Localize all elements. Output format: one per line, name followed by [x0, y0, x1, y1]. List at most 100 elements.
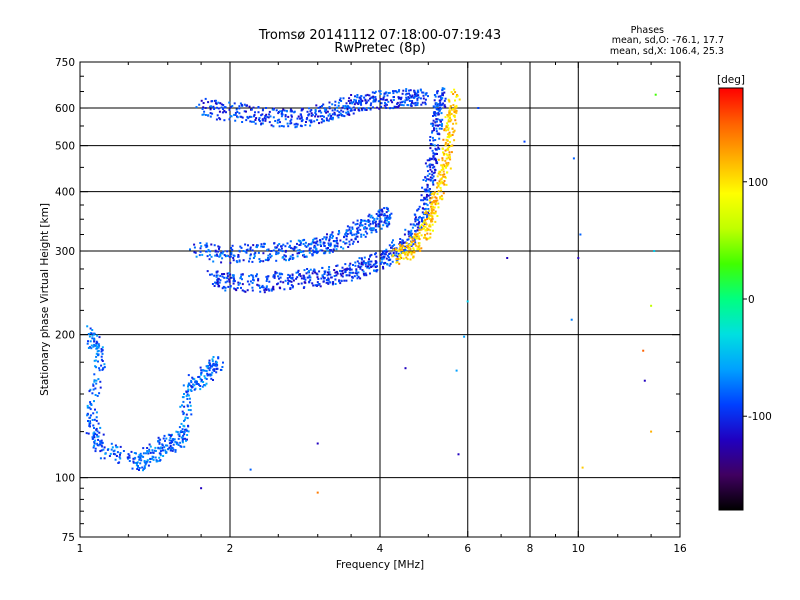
- trace-point: [135, 464, 138, 467]
- trace-point: [348, 271, 351, 274]
- trace-point: [414, 224, 417, 227]
- trace-point: [110, 448, 113, 451]
- trace-point: [293, 245, 296, 248]
- trace-point: [259, 260, 262, 262]
- trace-point: [147, 464, 150, 467]
- trace-point: [392, 92, 395, 95]
- trace-point: [451, 134, 454, 136]
- trace-point: [357, 103, 360, 105]
- trace-point: [89, 408, 92, 411]
- trace-point: [267, 116, 270, 119]
- trace-point: [360, 223, 363, 226]
- trace-point: [212, 362, 215, 365]
- trace-point: [260, 114, 263, 117]
- trace-point: [233, 280, 236, 283]
- trace-point: [261, 245, 264, 248]
- trace-point: [417, 91, 420, 94]
- trace-point: [202, 113, 205, 116]
- trace-point: [230, 251, 233, 254]
- echo-point: [316, 491, 319, 494]
- trace-point: [339, 272, 342, 275]
- trace-point: [316, 251, 319, 254]
- trace-point: [438, 180, 441, 183]
- echo-point: [316, 442, 319, 445]
- trace-point: [436, 193, 439, 195]
- trace-point: [391, 244, 394, 247]
- trace-point: [374, 253, 376, 256]
- trace-point: [424, 98, 427, 101]
- trace-point: [418, 238, 421, 241]
- trace-point: [429, 176, 432, 179]
- trace-point: [248, 283, 251, 286]
- trace-point: [186, 398, 189, 400]
- trace-point: [336, 245, 339, 248]
- trace-point: [431, 125, 434, 127]
- trace-point: [215, 275, 218, 278]
- trace-point: [380, 261, 383, 264]
- trace-point: [441, 93, 444, 96]
- trace-point: [190, 381, 193, 384]
- trace-point: [327, 114, 330, 117]
- trace-point: [427, 237, 430, 240]
- trace-point: [388, 259, 391, 261]
- trace-point: [202, 381, 205, 383]
- trace-point: [182, 434, 185, 437]
- trace-point: [99, 386, 102, 389]
- trace-point: [264, 118, 267, 121]
- trace-point: [424, 233, 426, 236]
- trace-point: [445, 162, 448, 165]
- trace-point: [303, 286, 306, 289]
- trace-point: [289, 287, 292, 290]
- trace-point: [424, 162, 427, 165]
- trace-point: [329, 234, 332, 237]
- trace-point: [420, 247, 423, 250]
- trace-point: [367, 224, 370, 227]
- trace-point: [420, 223, 423, 226]
- trace-point: [190, 385, 193, 388]
- trace-point: [161, 449, 164, 452]
- trace-point: [433, 111, 436, 114]
- trace-point: [345, 274, 348, 277]
- echo-point: [463, 335, 466, 338]
- trace-point: [443, 99, 446, 102]
- trace-point: [203, 375, 206, 378]
- trace-point: [420, 217, 423, 219]
- trace-point: [369, 255, 371, 258]
- trace-point: [440, 127, 443, 130]
- trace-point: [424, 207, 427, 210]
- trace-point: [416, 89, 419, 92]
- trace-point: [375, 230, 378, 233]
- trace-point: [370, 260, 373, 263]
- trace-point: [344, 233, 347, 236]
- trace-point: [211, 360, 214, 363]
- trace-point: [290, 109, 293, 112]
- trace-point: [445, 165, 448, 168]
- trace-point: [422, 221, 425, 224]
- trace-point: [101, 441, 104, 444]
- trace-point: [232, 257, 235, 259]
- trace-point: [379, 90, 382, 93]
- trace-point: [342, 240, 345, 243]
- trace-point: [350, 268, 353, 271]
- trace-point: [200, 373, 203, 376]
- trace-point: [252, 276, 255, 279]
- trace-point: [383, 253, 386, 255]
- trace-point: [412, 96, 415, 99]
- trace-point: [336, 272, 339, 275]
- trace-point: [238, 107, 241, 110]
- trace-point: [402, 257, 405, 260]
- trace-point: [385, 248, 388, 251]
- trace-point: [435, 127, 438, 130]
- trace-point: [417, 235, 420, 238]
- trace-point: [343, 115, 346, 118]
- trace-point: [434, 157, 437, 160]
- trace-point: [378, 209, 381, 212]
- trace-point: [444, 141, 447, 144]
- trace-point: [234, 111, 237, 114]
- trace-point: [240, 246, 243, 249]
- x-tick-label: 1: [77, 543, 84, 555]
- trace-point: [447, 162, 450, 164]
- trace-point: [99, 440, 102, 443]
- trace-point: [417, 248, 420, 250]
- trace-point: [416, 223, 418, 226]
